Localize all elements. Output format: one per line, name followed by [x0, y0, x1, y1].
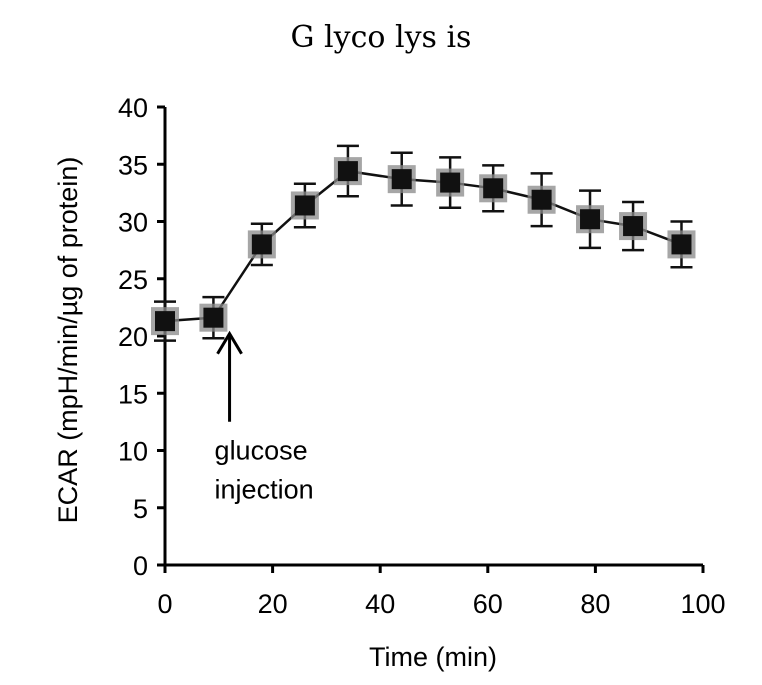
- y-tick-label: 35: [118, 150, 148, 180]
- y-tick-label: 30: [118, 208, 148, 238]
- x-axis-label: Time (min): [369, 642, 497, 672]
- data-point: [251, 234, 272, 255]
- data-point: [671, 234, 692, 255]
- annotation-text-line: glucose: [215, 436, 308, 466]
- x-tick-label: 60: [473, 589, 503, 619]
- y-tick-label: 25: [118, 265, 148, 295]
- data-point: [531, 189, 552, 210]
- data-point: [440, 172, 461, 193]
- y-tick-label: 5: [133, 494, 148, 524]
- y-tick-label: 20: [118, 322, 148, 352]
- data-point: [294, 195, 315, 216]
- chart-title: G lyco lys is: [291, 20, 472, 55]
- data-point: [580, 209, 601, 230]
- y-tick-label: 0: [133, 551, 148, 581]
- x-tick-label: 80: [580, 589, 610, 619]
- x-tick-label: 20: [258, 589, 288, 619]
- y-tick-label: 10: [118, 437, 148, 467]
- annotation-text-line: injection: [215, 475, 314, 505]
- annotation: glucose injection: [215, 330, 314, 505]
- series-line: [164, 169, 682, 323]
- x-tick-label: 0: [157, 589, 172, 619]
- y-tick-label: 15: [118, 379, 148, 409]
- annotation-arrow-head: [216, 330, 243, 355]
- plot-area: [151, 144, 696, 342]
- data-point: [337, 161, 358, 182]
- x-tick-label: 100: [680, 589, 725, 619]
- data-point: [203, 307, 224, 328]
- y-tick-label: 40: [118, 93, 148, 123]
- y-axis-label: ECAR (mpH/min/µg of protein): [53, 157, 83, 524]
- data-point: [623, 216, 644, 237]
- axes: 0 5 10 15 20 25 30 35 40 0 20 40 60 80 100: [118, 93, 726, 619]
- data-point: [483, 178, 504, 199]
- data-point: [391, 169, 412, 190]
- data-point: [155, 311, 175, 332]
- x-tick-label: 40: [365, 589, 395, 619]
